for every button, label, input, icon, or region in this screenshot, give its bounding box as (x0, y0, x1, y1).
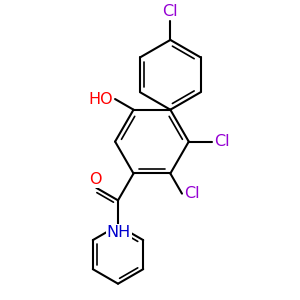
Text: O: O (89, 172, 101, 187)
Text: Cl: Cl (184, 186, 200, 201)
Text: NH: NH (107, 225, 131, 240)
Text: HO: HO (88, 92, 113, 106)
Text: Cl: Cl (214, 134, 230, 149)
Text: Cl: Cl (163, 4, 178, 19)
